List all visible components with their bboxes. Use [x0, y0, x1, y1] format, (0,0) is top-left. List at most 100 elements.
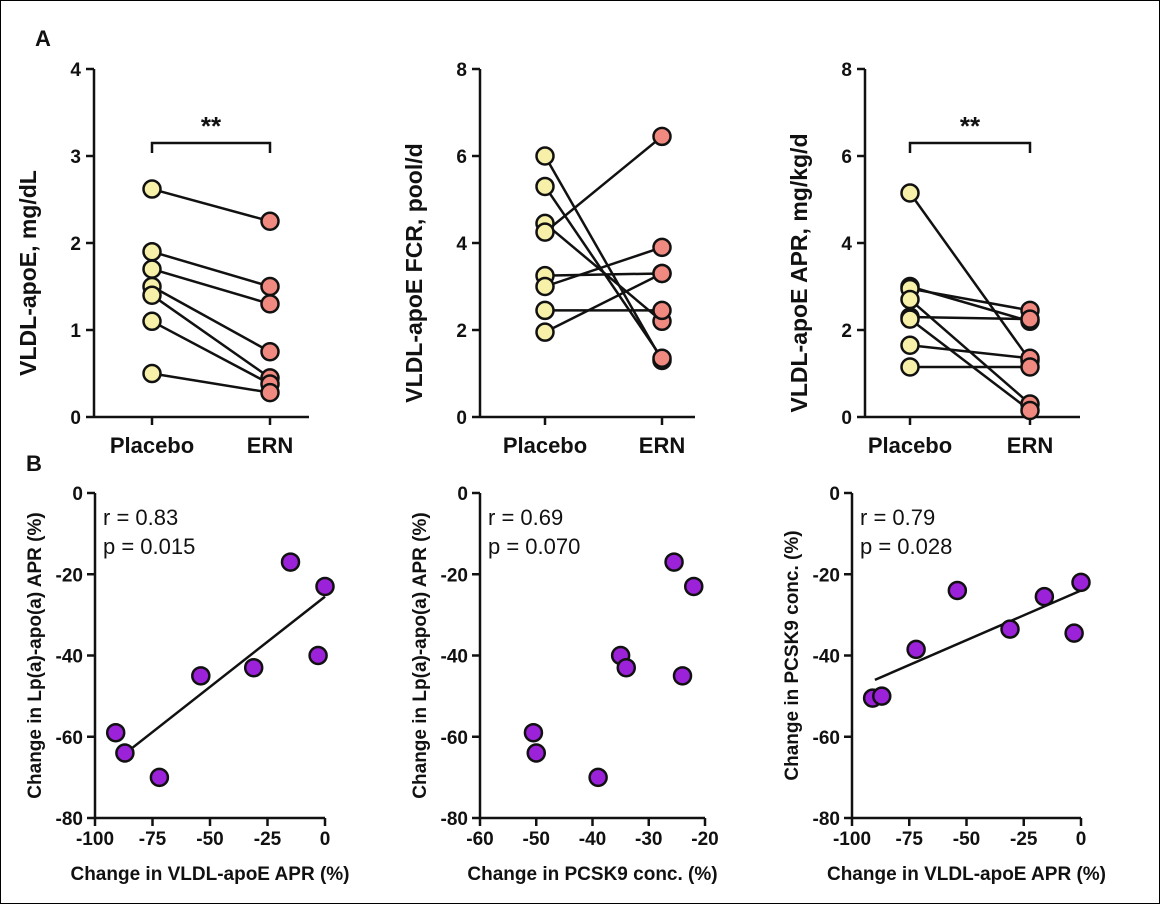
placebo-point: [142, 241, 162, 262]
ern-point: [1020, 357, 1040, 377]
x-tick-label: -100: [76, 829, 114, 850]
placebo-point: [900, 335, 920, 355]
x-axis-label: Change in VLDL-apoE APR (%): [70, 864, 349, 885]
data-point: [308, 645, 328, 666]
x-tick-label: -100: [833, 829, 871, 850]
x-category-label: Placebo: [503, 433, 587, 458]
placebo-point: [900, 289, 920, 310]
y-tick-label: 8: [841, 60, 852, 81]
pair-line: [909, 318, 1031, 412]
y-tick-label: 0: [456, 408, 467, 429]
placebo-point: [142, 179, 162, 199]
y-axis-label: Change in Lp(a)-apo(a) APR (%): [25, 512, 46, 798]
x-tick-label: 0: [320, 829, 331, 850]
x-tick-label: -20: [691, 829, 718, 850]
y-tick-label: -40: [441, 647, 468, 668]
x-tick-label: -75: [896, 829, 924, 850]
y-tick-label: -60: [441, 728, 468, 749]
ern-point: [652, 126, 672, 147]
x-tick-label: -75: [139, 829, 167, 850]
y-tick-label: 6: [456, 147, 467, 168]
placebo-point: [142, 259, 162, 279]
data-point: [149, 767, 170, 788]
y-axis-label: VLDL-apoE APR, mg/kg/d: [786, 134, 812, 413]
data-point: [105, 722, 126, 743]
y-tick-label: 2: [841, 321, 852, 342]
data-point: [523, 722, 544, 743]
data-point: [1071, 572, 1091, 593]
x-tick-label: -25: [254, 829, 282, 850]
x-category-label: ERN: [247, 433, 293, 458]
significance-bracket: [908, 141, 1032, 153]
data-point: [616, 657, 636, 678]
significance-bracket: [150, 141, 272, 153]
paired-chart-3: [857, 67, 1080, 425]
data-point: [243, 657, 264, 678]
significance-label: **: [960, 111, 981, 141]
x-category-label: Placebo: [110, 433, 194, 458]
pair-line: [908, 192, 1032, 362]
pair-line: [909, 287, 1031, 312]
pair-line: [151, 267, 271, 306]
y-tick-label: -60: [813, 728, 840, 749]
data-point: [588, 767, 608, 788]
ern-point: [260, 342, 280, 362]
scatter-chart-3: [844, 491, 1091, 826]
x-category-label: ERN: [639, 433, 685, 458]
placebo-point: [535, 176, 555, 197]
placebo-point: [142, 285, 162, 305]
pair-line: [909, 343, 1031, 360]
pair-line: [151, 285, 271, 353]
placebo-point: [900, 357, 920, 377]
r-value-label: r = 0.69: [488, 505, 563, 530]
y-tick-label: 4: [456, 234, 467, 255]
y-axis-label: VLDL-apoE, mg/dL: [15, 170, 41, 376]
y-tick-label: -40: [56, 647, 83, 668]
y-tick-label: -80: [813, 809, 840, 830]
paired-chart-2: [472, 67, 695, 425]
x-tick-label: -50: [196, 829, 223, 850]
y-tick-label: -40: [813, 647, 840, 668]
ern-point: [1020, 309, 1040, 329]
y-tick-label: 1: [70, 321, 81, 342]
placebo-point: [900, 183, 920, 203]
paired-chart-1: [86, 67, 309, 425]
pair-line: [544, 222, 663, 323]
y-tick-label: 6: [841, 147, 852, 168]
pair-line: [909, 315, 1031, 321]
significance-label: **: [201, 111, 222, 141]
data-point: [672, 666, 693, 686]
p-value-label: p = 0.028: [860, 534, 952, 559]
ern-point: [260, 382, 280, 403]
y-tick-label: -20: [813, 565, 840, 586]
ern-point: [652, 237, 672, 258]
y-tick-label: 3: [70, 147, 81, 168]
y-tick-label: 0: [72, 484, 83, 505]
x-tick-label: 0: [1076, 829, 1087, 850]
x-category-label: Placebo: [868, 433, 952, 458]
r-value-label: r = 0.79: [860, 505, 935, 530]
y-tick-label: 4: [841, 234, 852, 255]
pair-line: [151, 320, 271, 386]
x-axis-label: Change in PCSK9 conc. (%): [467, 864, 717, 885]
pair-line: [544, 272, 663, 277]
data-point: [315, 576, 335, 597]
placebo-point: [142, 363, 162, 384]
data-point: [684, 576, 704, 597]
y-tick-label: 0: [841, 408, 852, 429]
regression-line: [117, 595, 326, 761]
panel-label: B: [26, 451, 42, 476]
y-axis-label: VLDL-apoE FCR, pool/d: [401, 143, 427, 402]
pair-line: [151, 187, 271, 223]
pair-line: [151, 294, 271, 379]
pair-line: [544, 246, 663, 288]
p-value-label: p = 0.015: [103, 534, 195, 559]
placebo-point: [535, 222, 555, 242]
ern-point: [652, 263, 672, 284]
y-tick-label: 2: [70, 234, 81, 255]
x-tick-label: -30: [635, 829, 662, 850]
data-point: [280, 552, 301, 572]
y-axis-label: Change in Lp(a)-apo(a) APR (%): [410, 512, 431, 798]
